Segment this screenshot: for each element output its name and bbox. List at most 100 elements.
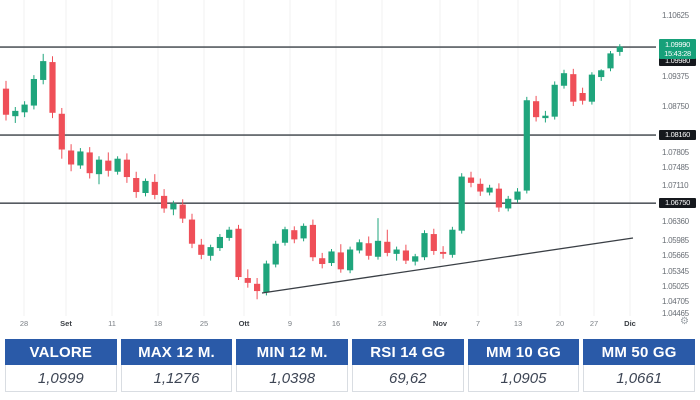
- candle-bullish: [142, 180, 149, 193]
- y-axis-tick-label: 1.07110: [662, 181, 689, 191]
- y-axis-tick-label: 1.06360: [662, 217, 689, 227]
- table-header-rsi14: RSI 14 GG: [351, 339, 464, 365]
- candle-bullish: [505, 198, 512, 209]
- y-axis-tick-label: 1.08750: [662, 102, 689, 112]
- candle-bullish: [393, 249, 400, 254]
- candle-bullish: [12, 110, 19, 117]
- candle-bearish: [365, 243, 372, 256]
- current-price-tag: 1.09990 15:43:28: [659, 38, 696, 59]
- candle-bullish: [616, 46, 623, 52]
- x-axis-day-label: 28: [19, 319, 29, 328]
- y-axis-tick-label: 1.07805: [662, 147, 689, 157]
- candle-bullish: [607, 53, 614, 69]
- y-axis-tick-label: 1.04465: [662, 309, 689, 319]
- x-axis-month-label: Dic: [624, 319, 636, 328]
- candle-bearish: [68, 150, 75, 165]
- candle-bullish: [542, 115, 549, 119]
- price-line-tag: 1.09980: [659, 56, 696, 67]
- candle-bearish: [133, 178, 140, 193]
- candle-bearish: [402, 250, 409, 261]
- candle-bullish: [514, 191, 521, 200]
- candle-bullish: [77, 151, 84, 166]
- candle-bullish: [95, 159, 103, 175]
- candle-bullish: [281, 229, 289, 243]
- candle-bearish: [105, 160, 112, 171]
- candle-bearish: [430, 234, 437, 251]
- candle-bullish: [458, 176, 465, 231]
- table-col-rsi14: RSI 14 GG 69,62: [351, 339, 464, 392]
- candle-bearish: [179, 204, 186, 219]
- candle-bullish: [207, 247, 214, 256]
- table-col-mm50: MM 50 GG 1,0661: [583, 339, 695, 392]
- y-axis-tick-label: 1.05665: [662, 251, 689, 261]
- x-axis-month-label: Nov: [432, 319, 448, 328]
- candle-bullish: [272, 243, 279, 265]
- candle-bearish: [161, 195, 168, 209]
- candle-bullish: [551, 84, 558, 117]
- candle-bearish: [467, 177, 475, 183]
- candle-bearish: [151, 181, 158, 195]
- candle-bullish: [588, 74, 595, 102]
- table-value-rsi14: 69,62: [351, 365, 464, 392]
- current-price-value: 1.09990: [664, 39, 690, 49]
- x-axis-day-label: 20: [555, 319, 565, 328]
- table-col-valore: VALORE 1,0999: [5, 339, 117, 392]
- settings-gear-icon[interactable]: ⚙: [680, 316, 689, 327]
- y-axis-tick-label: 1.05025: [662, 281, 689, 291]
- candle-bullish: [347, 249, 354, 271]
- table-header-max12m: MAX 12 M.: [120, 339, 233, 365]
- table-value-mm10: 1,0905: [467, 365, 580, 392]
- candle-bullish: [328, 251, 335, 264]
- candle-countdown-timer: 15:43:28: [664, 48, 691, 58]
- candle-bearish: [440, 251, 447, 254]
- price-line-tag: 1.06750: [659, 198, 696, 209]
- candle-bearish: [337, 252, 344, 270]
- candlestick-chart[interactable]: 1.10625 1.09375 1.08750 1.07805 1.07485 1.071…: [0, 0, 700, 335]
- candle-bearish: [291, 230, 298, 240]
- x-axis-day-label: 13: [513, 319, 523, 328]
- table-header-valore: VALORE: [5, 339, 117, 365]
- candle-bearish: [384, 241, 391, 253]
- y-axis-tick-label: 1.05985: [662, 235, 689, 245]
- candle-bullish: [40, 61, 47, 80]
- candle-bearish: [198, 244, 205, 255]
- candle-bearish: [235, 228, 242, 278]
- candle-bearish: [86, 152, 93, 174]
- x-axis-day-label: 18: [153, 319, 163, 328]
- candle-bullish: [486, 187, 493, 193]
- x-axis-day-label: 11: [108, 319, 116, 328]
- table-col-min12m: MIN 12 M. 1,0398: [236, 339, 348, 392]
- candle-bullish: [30, 78, 37, 106]
- x-axis-day-label: 25: [199, 319, 209, 328]
- candle-bullish: [21, 104, 28, 113]
- x-axis-day-label: 16: [331, 319, 341, 328]
- summary-table: VALORE 1,0999 MAX 12 M. 1,1276 MIN 12 M.…: [5, 339, 695, 392]
- x-axis-month-label: Ott: [238, 319, 250, 328]
- y-axis-tick-label: 1.07485: [662, 163, 689, 173]
- candle-bullish: [421, 233, 428, 258]
- y-axis-tick-label: 1.09375: [662, 71, 689, 81]
- x-axis-day-label: 27: [589, 319, 599, 328]
- x-axis-day-label: 23: [377, 319, 387, 328]
- candle-bearish: [309, 224, 316, 258]
- candle-bearish: [254, 283, 261, 292]
- x-axis-day-label: 9: [287, 319, 293, 328]
- table-value-valore: 1,0999: [5, 365, 117, 392]
- candle-bearish: [2, 88, 10, 115]
- candle-bearish: [58, 113, 65, 150]
- candle-bullish: [560, 73, 568, 86]
- candle-bearish: [570, 74, 577, 102]
- candle-bullish: [598, 70, 605, 78]
- candle-bearish: [188, 219, 196, 244]
- candle-bearish: [477, 183, 484, 192]
- trendline[interactable]: [261, 237, 634, 294]
- candle-bullish: [412, 256, 419, 262]
- candle-bullish: [300, 225, 307, 239]
- candle-bullish: [263, 263, 270, 293]
- table-col-max12m: MAX 12 M. 1,1276: [120, 339, 233, 392]
- table-header-mm10: MM 10 GG: [467, 339, 580, 365]
- candle-bullish: [356, 242, 363, 251]
- candle-bullish: [114, 158, 121, 172]
- candle-bullish: [374, 240, 382, 257]
